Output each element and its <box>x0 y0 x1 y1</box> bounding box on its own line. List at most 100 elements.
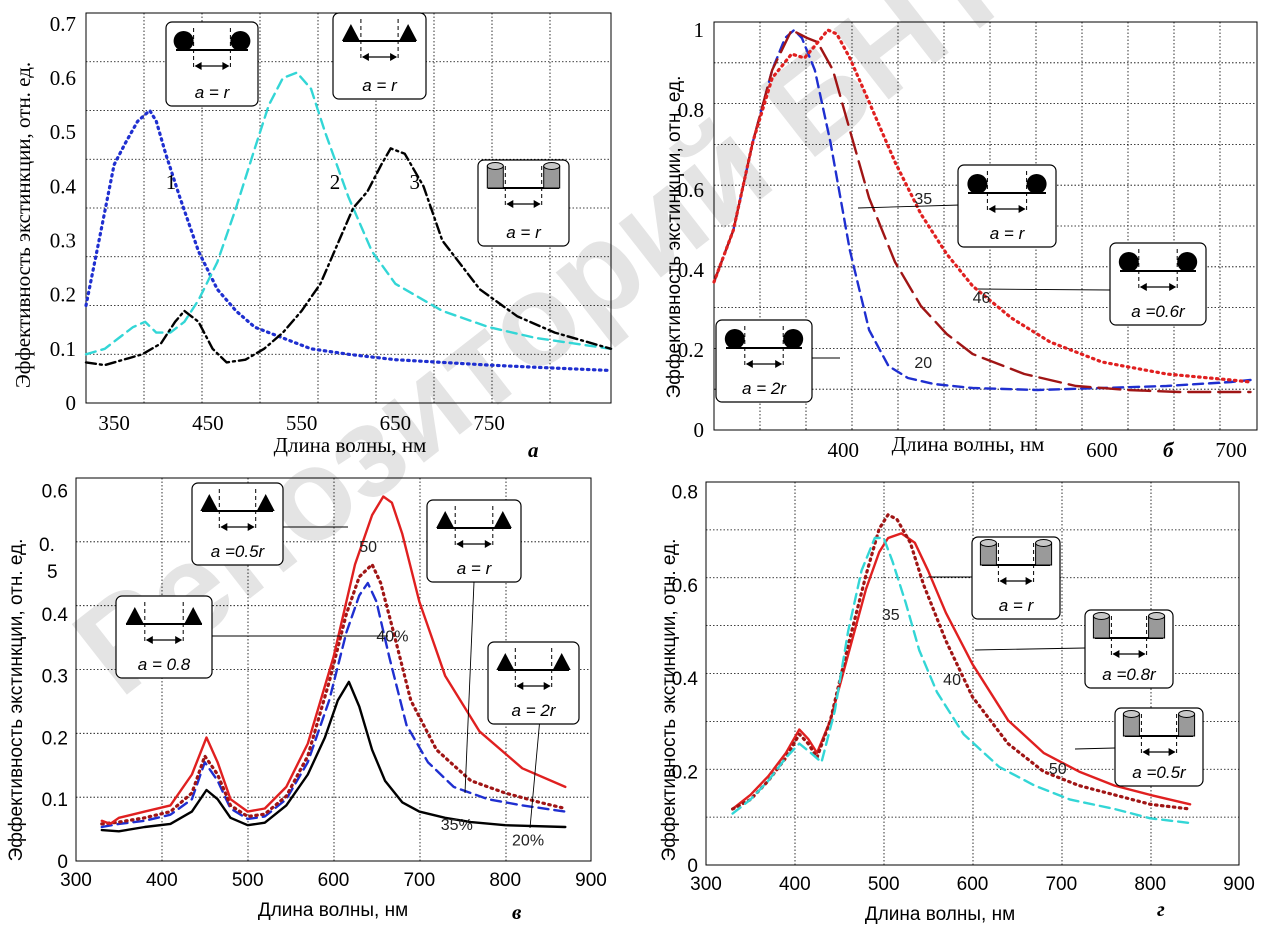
panel-v-series-3 <box>100 562 567 826</box>
panel-g-curve-label-3: 50 <box>1049 761 1067 778</box>
arrowhead-icon <box>175 636 183 644</box>
inset-g-2: a =0.8r <box>1084 609 1174 689</box>
panel-a-ylabel: Эффективность экстинкции, отн. ед. <box>11 62 35 388</box>
inset-label: a =0.6r <box>1131 302 1186 321</box>
panel-b-ytick-0.8: 0.8 <box>678 98 704 122</box>
panel-v-series-4 <box>100 495 567 826</box>
panel-a-xtick-450: 450 <box>192 411 224 435</box>
inset-label: a =0.5r <box>211 542 266 561</box>
arrowhead-icon <box>775 360 783 368</box>
cylinder-icon <box>1148 612 1166 639</box>
panel-b-xticks: 400 600 700 <box>828 438 1247 462</box>
inset-a-2: a = r <box>332 12 427 100</box>
panel-b-yticks: 0 0.2 0.4 0.6 0.8 1 <box>678 18 705 442</box>
inset-box <box>191 482 284 566</box>
leader-g-50 <box>1074 747 1116 750</box>
panel-v-xtick-500: 500 <box>232 870 264 891</box>
panel-g-curve-labels: 35 40 50 <box>882 607 1067 778</box>
panel-g-ytick-0.6: 0.6 <box>672 576 698 597</box>
leader-b-35 <box>857 204 961 209</box>
panel-a-ytick-0.6: 0.6 <box>50 66 76 90</box>
arrowhead-icon <box>145 636 153 644</box>
panel-g-xtick-900: 900 <box>1223 874 1255 895</box>
inset-label: a = r <box>362 76 398 95</box>
panel-b-xlabel: Длина волны, нм <box>892 432 1045 456</box>
panel-g-curve-label-2: 40 <box>943 672 961 689</box>
arrowhead-icon <box>456 540 464 548</box>
panel-v-ytick-0.2: 0.2 <box>42 728 68 749</box>
panel-g-xtick-600: 600 <box>957 874 989 895</box>
panel-g-ytick-0.4: 0.4 <box>672 669 699 690</box>
inset-label: a = 2r <box>742 379 787 398</box>
arrowhead-icon <box>1139 283 1147 291</box>
panel-g-ytick-0.2: 0.2 <box>672 763 698 784</box>
panel-v-xtick-400: 400 <box>146 870 178 891</box>
cylinder-icon <box>1122 710 1140 737</box>
arrowhead-icon <box>222 62 230 70</box>
inset-label: a = r <box>457 559 493 578</box>
panel-b-series-2 <box>712 28 1252 394</box>
inset-box <box>487 641 580 725</box>
panel-a-xticks: 350 450 550 650 750 <box>98 411 505 435</box>
panel-b-series-3 <box>712 28 1253 384</box>
inset-b-1: a = r <box>957 164 1057 248</box>
inset-label: a = 2r <box>512 701 557 720</box>
panel-g-ytick-0.8: 0.8 <box>672 482 698 503</box>
arrowhead-icon <box>506 200 514 208</box>
panel-a-series-3 <box>84 147 613 367</box>
arrowhead-icon <box>745 360 753 368</box>
leader-v-35 <box>464 581 475 794</box>
arrowhead-icon <box>516 682 524 690</box>
leader-g-40 <box>974 647 1086 651</box>
panel-a-ytick-0.4: 0.4 <box>50 174 77 198</box>
panel-a-curve-labels: 1 2 3 <box>166 170 420 194</box>
panel-v-extra-ytick-1: 0. <box>39 535 55 556</box>
panel-b-ytick-0.2: 0.2 <box>678 338 704 362</box>
arrowhead-icon <box>390 53 398 61</box>
panel-v-series-1 <box>100 680 567 833</box>
panel-b-frame <box>713 21 1258 431</box>
panel-v-xlabel: Длина волны, нм <box>258 900 408 921</box>
inset-label: a = r <box>506 223 542 242</box>
panel-g-curve-label-1: 35 <box>882 607 900 624</box>
arrowhead-icon <box>1018 205 1026 213</box>
panel-a: 350 450 550 650 750 0 0.1 0.2 0.3 0.4 0.5 0.6 0.7 Д… <box>11 12 613 462</box>
panel-g-ylabel: Эффективность экстинкции, отн. ед. <box>659 539 680 862</box>
panel-b-xtick-400: 400 <box>828 438 860 462</box>
panel-v-xtick-900: 900 <box>575 870 607 891</box>
panel-g-series-1 <box>731 532 1192 811</box>
panel-v-series-2 <box>100 581 567 829</box>
panel-b: 400 600 700 0 0.2 0.4 0.6 0.8 1 Длина волны, нм… <box>664 18 1258 462</box>
panel-a-label: а <box>528 438 539 462</box>
cylinder-icon <box>1178 710 1196 737</box>
panel-v-ylabel: Эффективность экстинкции, отн. ед. <box>6 539 27 862</box>
arrowhead-icon <box>999 577 1007 585</box>
panel-a-curve-label-3: 3 <box>409 170 420 194</box>
inset-box <box>426 499 522 583</box>
cylinder-icon <box>1035 539 1053 566</box>
inset-label: a = 0.8 <box>138 655 191 674</box>
triangle-icon <box>256 494 275 511</box>
panel-g-xticks: 300 400 500 600 700 800 900 <box>690 874 1255 895</box>
inset-a-1: a = r <box>165 21 259 107</box>
panel-b-xtick-600: 600 <box>1086 438 1118 462</box>
arrowhead-icon <box>1138 650 1146 658</box>
panel-g-ytick-0: 0 <box>687 856 698 877</box>
arrowhead-icon <box>1169 283 1177 291</box>
sphere-icon <box>1118 252 1139 272</box>
cylinder-icon <box>979 539 997 566</box>
panel-b-label: б <box>1163 438 1175 462</box>
panel-b-curve-label-1: 35 <box>914 191 932 208</box>
panel-b-series <box>712 28 1253 394</box>
panel-b-ytick-0: 0 <box>694 418 705 442</box>
panel-v-extra-ytick-2: 5 <box>47 562 58 583</box>
panel-b-curve-label-2: 46 <box>973 290 991 307</box>
inset-v-3: a = 0.8 <box>115 595 213 679</box>
triangle-icon <box>552 653 571 670</box>
panel-b-ylabel: Эффективность экстинкции, отн. ед. <box>664 76 685 399</box>
arrowhead-icon <box>988 205 996 213</box>
panel-a-xtick-650: 650 <box>380 411 412 435</box>
panel-a-ytick-0.2: 0.2 <box>50 283 76 307</box>
cylinder-icon <box>543 162 561 189</box>
